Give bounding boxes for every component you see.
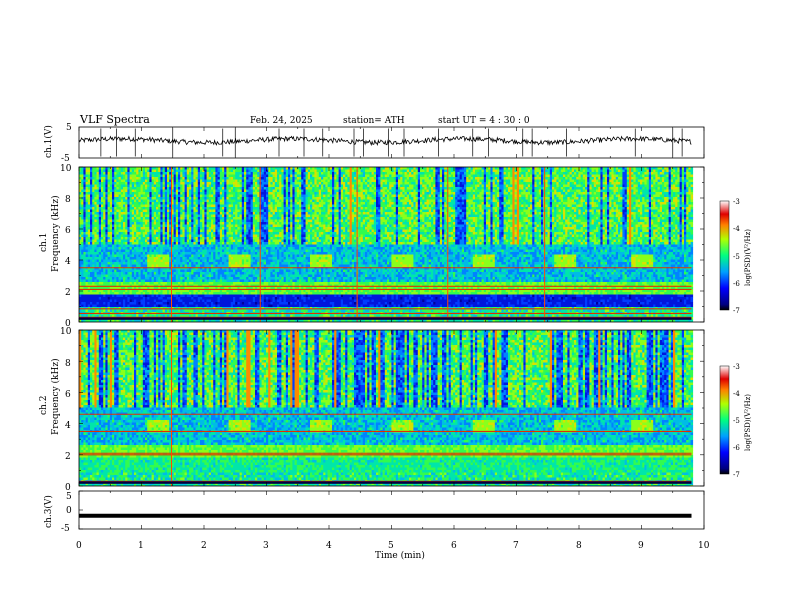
ch1-waveform-panel: 5 -5 ch.1(V): [43, 123, 705, 164]
ch2-ytick-4: 4: [65, 421, 71, 431]
ch3-ytick-bottom: -5: [61, 524, 70, 534]
xtick-1: 1: [138, 541, 144, 551]
start-ut-label: start UT = 4 : 30 : 0: [438, 116, 530, 126]
xtick-8: 8: [576, 541, 582, 551]
cb2-tick-m7: -7: [733, 471, 740, 479]
xtick-10: 10: [698, 541, 710, 551]
ch1-ytick-6: 6: [65, 226, 71, 236]
ch1-ytick-0: 0: [65, 319, 71, 329]
ch3-waveform-panel: 5 0 -5 ch.3(V): [43, 490, 705, 534]
ch1-waveform-trace: [78, 128, 692, 157]
ch3-ylabel: ch.3(V): [43, 495, 54, 528]
x-axis: 0 1 2 3 4 5 6 7 8 9 10 Time (min): [76, 541, 710, 561]
xtick-4: 4: [326, 541, 332, 551]
ch1-ytick-bottom: -5: [61, 154, 70, 164]
ch1-spec-ylabel-channel: ch.1: [39, 233, 49, 252]
ch1-ytick-top: 5: [66, 123, 72, 133]
ch1-trace-line: [78, 135, 692, 147]
ch2-ytick-0: 0: [65, 483, 71, 493]
ch1-ytick-10: 10: [60, 164, 72, 174]
ch3-waveform-trace: [79, 490, 692, 530]
xtick-9: 9: [638, 541, 644, 551]
ch1-colorbar: -3 -4 -5 -6 -7 log(PSD)(V²/Hz): [719, 198, 752, 315]
cb1-tick-m3: -3: [733, 198, 740, 206]
ch2-ytick-8: 8: [65, 359, 71, 369]
cb2-tick-m3: -3: [733, 363, 740, 371]
ch1-ytick-8: 8: [65, 195, 71, 205]
xtick-3: 3: [263, 541, 269, 551]
ch1-spectrogram-image: [79, 167, 694, 322]
cb1-unit-label: log(PSD)(V²/Hz): [744, 229, 752, 286]
ch1-ytick-4: 4: [65, 257, 71, 267]
cb2-unit-label: log(PSD)(V²/Hz): [744, 394, 752, 451]
cb2-tick-m5: -5: [733, 417, 740, 425]
cb1-tick-m5: -5: [733, 253, 740, 261]
station-label: station= ATH: [343, 116, 405, 126]
xtick-2: 2: [201, 541, 207, 551]
ch1-ytick-2: 2: [65, 288, 71, 298]
ch3-ytick-mid: 0: [66, 506, 72, 516]
cb1-tick-m7: -7: [733, 307, 740, 315]
ch2-ytick-6: 6: [65, 390, 71, 400]
spec-low-band: [79, 481, 692, 484]
ch1-ylabel: ch.1(V): [43, 125, 54, 158]
xtick-6: 6: [451, 541, 457, 551]
ch2-spectrogram-panel: 0 2 4 6 8 10 ch.2 Frequency (kHz): [39, 327, 705, 493]
cb1-tick-m4: -4: [733, 225, 740, 233]
xtick-7: 7: [513, 541, 519, 551]
x-axis-label: Time (min): [375, 550, 425, 561]
cb1-tick-m6: -6: [733, 280, 740, 288]
figure-title: VLF Spectra: [79, 113, 150, 126]
ch2-ytick-2: 2: [65, 452, 71, 462]
spec-low-band: [79, 317, 692, 320]
ch1-spectrogram-panel: 0 2 4 6 8 10 ch.1 Frequency (kHz): [39, 164, 705, 329]
cb2-tick-m6: -6: [733, 444, 740, 452]
xtick-5: 5: [388, 541, 394, 551]
ch2-spec-ylabel-channel: ch.2: [39, 396, 49, 415]
cb2-tick-m4: -4: [733, 390, 740, 398]
ch1-spec-ylabel-freq: Frequency (kHz): [50, 195, 61, 272]
xtick-0: 0: [76, 541, 82, 551]
ch3-ytick-top: 5: [66, 492, 72, 502]
ch2-ytick-10: 10: [60, 327, 72, 337]
ch2-colorbar: -3 -4 -5 -6 -7 log(PSD)(V²/Hz): [719, 363, 752, 479]
ch2-spectrogram-image: [79, 330, 694, 486]
ch2-spec-ylabel-freq: Frequency (kHz): [50, 358, 61, 435]
date-label: Feb. 24, 2025: [250, 116, 313, 126]
